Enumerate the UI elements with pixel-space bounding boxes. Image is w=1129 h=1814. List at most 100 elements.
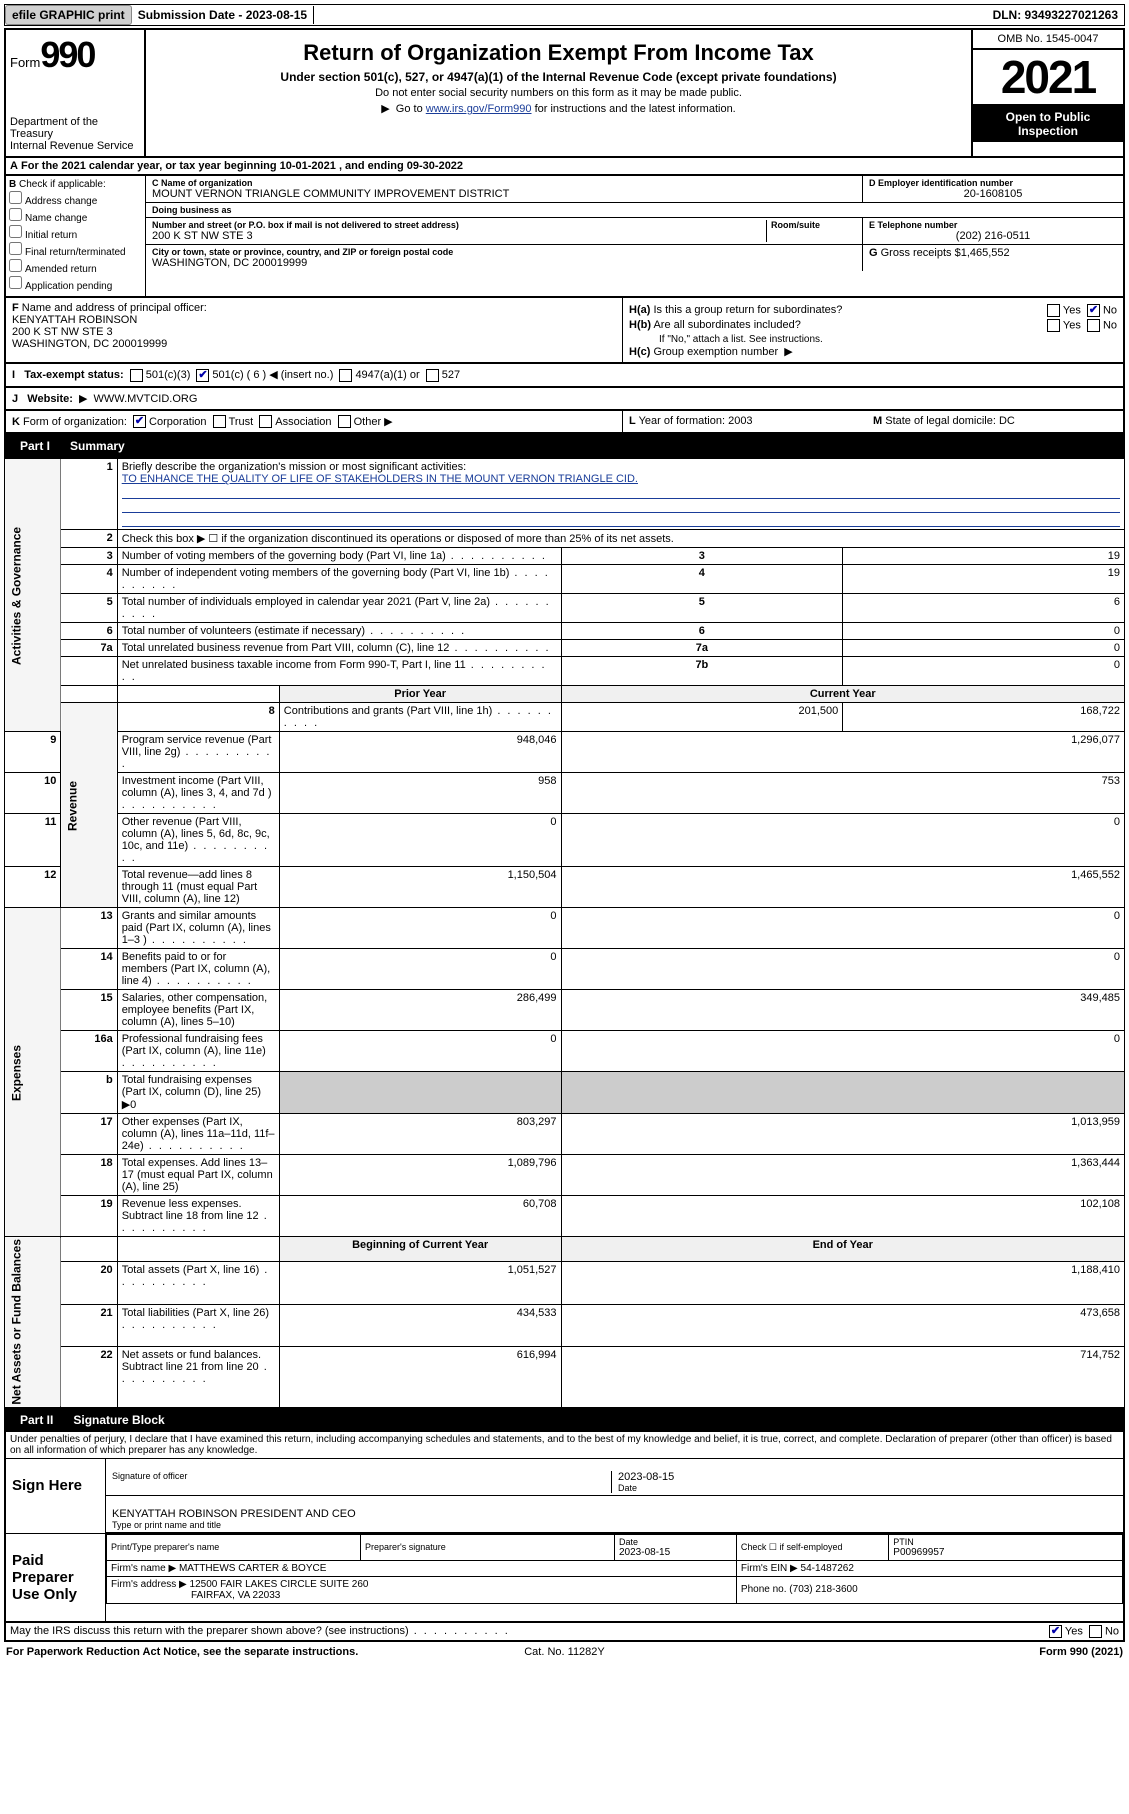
form-990-logo: Form 990 — [10, 34, 140, 76]
chk-assoc[interactable] — [259, 415, 272, 428]
ha-no[interactable] — [1087, 304, 1100, 317]
part1-title: Summary — [70, 439, 125, 453]
org-name: MOUNT VERNON TRIANGLE COMMUNITY IMPROVEM… — [152, 188, 856, 200]
goto-pre: Go to — [396, 103, 426, 115]
q2-text: Check this box ▶ ☐ if the organization d… — [117, 530, 1124, 548]
form-number: 990 — [40, 34, 94, 76]
street-address: 200 K ST NW STE 3 — [152, 230, 766, 242]
vlabel-revenue: Revenue — [61, 703, 117, 908]
goto-post: for instructions and the latest informat… — [535, 103, 736, 115]
vlabel-governance: Activities & Governance — [5, 459, 61, 732]
sig-date: 2023-08-15 — [618, 1471, 1117, 1483]
dln-value: DLN: 93493227021263 — [987, 6, 1124, 24]
ptin: P00969957 — [893, 1547, 944, 1558]
part1-label: Part I — [12, 437, 58, 455]
hb-no[interactable] — [1087, 319, 1100, 332]
open-to-public: Open to Public Inspection — [973, 106, 1123, 142]
hb-yes[interactable] — [1047, 319, 1060, 332]
hb-note: If "No," attach a list. See instructions… — [629, 334, 1117, 345]
firm-phone: (703) 218-3600 — [789, 1584, 857, 1595]
chk-amended[interactable]: Amended return — [9, 259, 142, 275]
signature-block: Under penalties of perjury, I declare th… — [4, 1432, 1125, 1623]
form-subtitle: Under section 501(c), 527, or 4947(a)(1)… — [152, 70, 965, 84]
vlabel-expenses: Expenses — [5, 908, 61, 1237]
chk-527[interactable] — [426, 369, 439, 382]
row-i: I Tax-exempt status: 501(c)(3) 501(c) ( … — [4, 364, 1125, 388]
ssn-warning: Do not enter social security numbers on … — [152, 87, 965, 99]
discuss-no[interactable] — [1089, 1625, 1102, 1638]
instructions-link-row: Go to www.irs.gov/Form990 for instructio… — [152, 102, 965, 115]
header-right: OMB No. 1545-0047 2021 Open to Public In… — [973, 30, 1123, 156]
vlabel-balances: Net Assets or Fund Balances — [5, 1237, 61, 1408]
officer-name: KENYATTAH ROBINSON — [12, 314, 137, 326]
toolbar-spacer — [314, 13, 986, 17]
form-title: Return of Organization Exempt From Incom… — [152, 40, 965, 66]
preparer-table: Print/Type preparer's name Preparer's si… — [106, 1534, 1123, 1604]
row-j: J Website: WWW.MVTCID.ORG — [4, 388, 1125, 411]
paid-preparer-label: Paid Preparer Use Only — [6, 1534, 106, 1621]
submission-date: Submission Date - 2023-08-15 — [132, 6, 314, 24]
tax-year-range: For the 2021 calendar year, or tax year … — [21, 160, 463, 172]
section-b: B Check if applicable: Address change Na… — [6, 176, 146, 296]
chk-initial-return[interactable]: Initial return — [9, 225, 142, 241]
efile-print-button[interactable]: efile GRAPHIC print — [5, 5, 132, 25]
irs-link[interactable]: www.irs.gov/Form990 — [426, 103, 532, 115]
discuss-question: May the IRS discuss this return with the… — [10, 1625, 1046, 1638]
chk-4947[interactable] — [339, 369, 352, 382]
section-cd: C Name of organization MOUNT VERNON TRIA… — [146, 176, 1123, 296]
discuss-row: May the IRS discuss this return with the… — [4, 1623, 1125, 1642]
header-center: Return of Organization Exempt From Incom… — [146, 30, 973, 156]
officer-printed-name: KENYATTAH ROBINSON PRESIDENT AND CEO — [112, 1508, 1117, 1520]
part1-header: Part I Summary — [4, 434, 1125, 458]
firm-name: MATTHEWS CARTER & BOYCE — [179, 1563, 326, 1574]
paperwork-notice: For Paperwork Reduction Act Notice, see … — [6, 1646, 378, 1658]
header-left: Form 990 Department of the Treasury Inte… — [6, 30, 146, 156]
part1-table: Activities & Governance 1 Briefly descri… — [4, 458, 1125, 1408]
city-state-zip: WASHINGTON, DC 200019999 — [152, 257, 856, 269]
part2-label: Part II — [12, 1411, 61, 1429]
irs-label: Internal Revenue Service — [10, 140, 140, 152]
top-toolbar: efile GRAPHIC print Submission Date - 20… — [4, 4, 1125, 26]
chk-corp[interactable] — [133, 415, 146, 428]
chk-app-pending[interactable]: Application pending — [9, 276, 142, 292]
section-f: F Name and address of principal officer:… — [6, 298, 623, 362]
firm-city: FAIRFAX, VA 22033 — [111, 1590, 280, 1601]
website-value: WWW.MVTCID.ORG — [94, 393, 198, 405]
check-applicable-label: Check if applicable: — [19, 179, 106, 190]
dba-cell: Doing business as — [146, 203, 1123, 218]
chk-name-change[interactable]: Name change — [9, 208, 142, 224]
ha-yes[interactable] — [1047, 304, 1060, 317]
firm-ein: 54-1487262 — [801, 1563, 854, 1574]
identity-grid: B Check if applicable: Address change Na… — [4, 176, 1125, 298]
domicile: DC — [999, 415, 1015, 427]
ein-value: 20-1608105 — [869, 188, 1117, 200]
gross-receipts: 1,465,552 — [961, 247, 1010, 259]
chk-501c3[interactable] — [130, 369, 143, 382]
chk-trust[interactable] — [213, 415, 226, 428]
sign-here-label: Sign Here — [6, 1459, 106, 1533]
omb-number: OMB No. 1545-0047 — [973, 30, 1123, 50]
form-label: Form — [10, 55, 40, 70]
phone-value: (202) 216-0511 — [869, 230, 1117, 242]
part2-title: Signature Block — [73, 1413, 164, 1427]
perjury-declaration: Under penalties of perjury, I declare th… — [6, 1432, 1123, 1458]
chk-address-change[interactable]: Address change — [9, 191, 142, 207]
section-a: A For the 2021 calendar year, or tax yea… — [4, 158, 1125, 176]
gross-receipts-cell: G Gross receipts $1,465,552 — [863, 245, 1123, 261]
officer-addr1: 200 K ST NW STE 3 — [12, 326, 113, 338]
year-formation: 2003 — [728, 415, 752, 427]
chk-final-return[interactable]: Final return/terminated — [9, 242, 142, 258]
chk-other[interactable] — [338, 415, 351, 428]
discuss-yes[interactable] — [1049, 1625, 1062, 1638]
row-klm: K Form of organization: Corporation Trus… — [4, 411, 1125, 435]
page-footer: For Paperwork Reduction Act Notice, see … — [4, 1642, 1125, 1662]
section-k: K Form of organization: Corporation Trus… — [6, 411, 623, 433]
chk-501c[interactable] — [196, 369, 209, 382]
cat-number: Cat. No. 11282Y — [378, 1646, 750, 1658]
tax-year: 2021 — [973, 50, 1123, 106]
org-name-cell: C Name of organization MOUNT VERNON TRIA… — [146, 176, 863, 203]
form-number-footer: Form 990 (2021) — [751, 1646, 1123, 1658]
phone-cell: E Telephone number (202) 216-0511 — [863, 218, 1123, 245]
part2-header: Part II Signature Block — [4, 1408, 1125, 1432]
row-f-h: F Name and address of principal officer:… — [4, 298, 1125, 364]
